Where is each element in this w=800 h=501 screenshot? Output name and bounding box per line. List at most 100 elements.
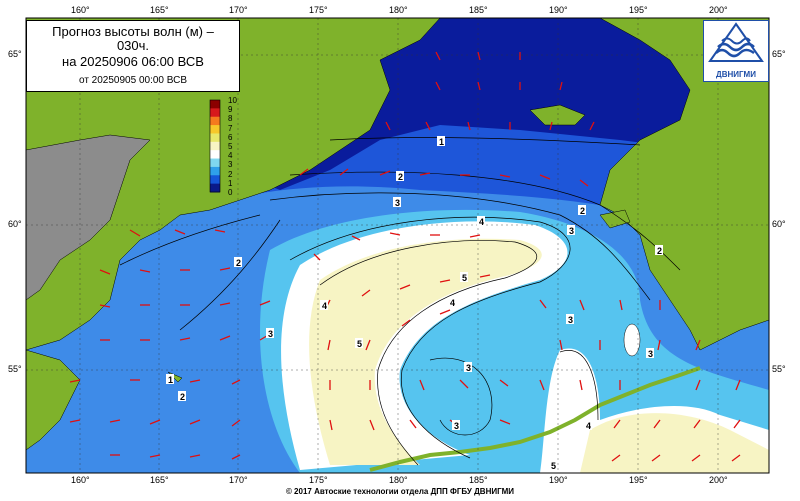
arrow <box>369 419 375 431</box>
contour-label: 1 <box>439 137 444 147</box>
arrow <box>419 172 431 176</box>
arrow <box>539 379 545 391</box>
arrow <box>327 339 331 351</box>
st-lawrence-island <box>529 104 586 126</box>
copyright-footer: © 2017 Автоские технологии отдела ДПП ФГ… <box>285 487 515 496</box>
colorbar-swatch <box>210 108 220 118</box>
contour-2 <box>289 171 681 271</box>
colorbar-swatch <box>210 166 220 176</box>
arrow <box>693 419 701 429</box>
colorbar-swatch <box>210 141 220 151</box>
arrow <box>189 379 201 383</box>
arrow <box>499 419 511 425</box>
contour-2-west <box>119 214 261 266</box>
contour-label: 4 <box>450 298 455 308</box>
degree-label: 160° <box>71 475 90 485</box>
degree-label: 195° <box>629 475 648 485</box>
arrow <box>69 379 81 383</box>
degree-label: 200° <box>709 5 728 15</box>
arrow <box>477 81 481 91</box>
colorbar-tick-label: 0 <box>228 188 233 197</box>
arrow <box>653 419 661 429</box>
contour-label: 5 <box>357 339 362 349</box>
degree-label: 60° <box>772 219 786 229</box>
arrow <box>425 121 431 131</box>
colorbar-tick-label: 3 <box>228 160 233 170</box>
arrow <box>259 300 271 306</box>
arrow <box>419 379 425 391</box>
degree-label: 195° <box>629 5 648 15</box>
degree-label: 170° <box>229 475 248 485</box>
arrow <box>399 284 411 290</box>
contour-label: 2 <box>236 258 241 268</box>
arrow <box>231 454 241 460</box>
arrow <box>214 229 226 233</box>
arrow <box>329 419 333 431</box>
colorbar-border <box>209 99 221 193</box>
colorbar-swatch <box>210 183 220 193</box>
arrow <box>499 379 509 387</box>
colorbar-swatch <box>210 158 220 168</box>
contour-labels: 1 2 3 2 2 3 3 4 5 4 5 3 3 3 4 5 2 1 2 3 … <box>166 136 663 471</box>
arrow <box>439 309 451 315</box>
arrow <box>613 419 621 429</box>
arrow <box>219 267 231 271</box>
colorbar-tick-label: 8 <box>228 114 233 124</box>
contour-label: 5 <box>551 461 556 471</box>
high-wave-core-east <box>580 413 769 473</box>
colorbar-swatch <box>210 116 220 126</box>
degree-label: 200° <box>709 475 728 485</box>
arrow <box>619 299 623 311</box>
contour-5 <box>319 240 538 466</box>
arrow <box>611 454 621 462</box>
arrow <box>361 289 371 297</box>
land-gray <box>26 134 151 301</box>
arrow <box>99 269 111 275</box>
contour-label: 4 <box>586 421 591 431</box>
arrow <box>589 121 595 131</box>
arrow <box>539 299 547 309</box>
arrow <box>469 234 481 238</box>
arrow <box>695 379 701 391</box>
arrow <box>735 379 741 391</box>
arrow <box>149 419 161 425</box>
title-line-1: Прогноз высоты волн (м) – <box>52 24 214 39</box>
colorbar-tick-label: 4 <box>228 151 233 161</box>
contour-east-4 <box>559 350 599 421</box>
degree-label: 55° <box>772 364 786 374</box>
arrow <box>657 339 661 351</box>
nunivak-island <box>599 209 631 229</box>
land-kamchatka <box>26 349 81 451</box>
colorbar-swatch <box>210 150 220 160</box>
contour-3-west <box>179 219 281 331</box>
map-border <box>25 17 770 474</box>
contour-label: 3 <box>648 349 653 359</box>
arrow <box>435 51 441 61</box>
degree-label: 175° <box>309 475 328 485</box>
arrow <box>109 419 121 423</box>
arrow <box>351 235 361 241</box>
arrow <box>189 419 201 425</box>
title-line-3: на 20250906 06:00 ВСВ <box>62 54 204 69</box>
colorbar-tick-label: 6 <box>228 132 233 142</box>
degree-label: 185° <box>469 475 488 485</box>
degree-label: 55° <box>8 364 22 374</box>
degree-label: 165° <box>150 5 169 15</box>
arrow <box>389 232 401 236</box>
title-line-2: 030ч. <box>116 38 150 53</box>
degree-label: 65° <box>772 49 786 59</box>
degree-label: 190° <box>549 475 568 485</box>
arrow <box>691 454 701 462</box>
arrow <box>499 174 511 178</box>
contour-3 <box>269 192 651 301</box>
land-chukotka <box>26 18 441 351</box>
colorbar-swatch <box>210 125 220 134</box>
degree-label: 175° <box>309 5 328 15</box>
colorbar-tick-label: 1 <box>228 178 233 188</box>
arrow <box>179 337 191 341</box>
contour-label: 3 <box>268 329 273 339</box>
arrow <box>174 229 186 235</box>
logo-text: ДВНИГМИ <box>716 70 756 79</box>
contour-label: 2 <box>398 172 403 182</box>
arrow <box>401 319 411 327</box>
